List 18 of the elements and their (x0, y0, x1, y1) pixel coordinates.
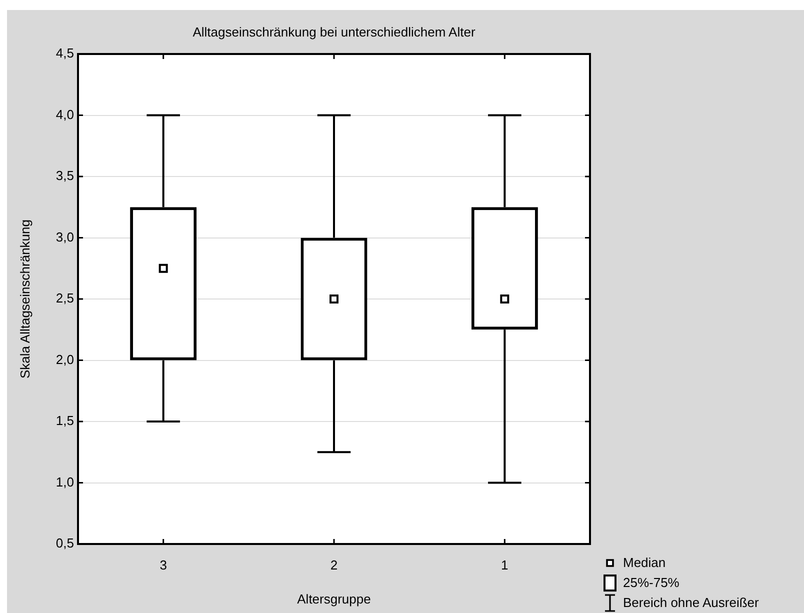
x-tick-label: 1 (501, 557, 508, 572)
y-tick-label: 4,5 (56, 46, 74, 61)
x-tick-label: 3 (160, 557, 167, 572)
y-axis-title: Skala Alltagseinschränkung (18, 220, 33, 378)
x-axis-title: Altersgruppe (297, 592, 371, 607)
y-tick-label: 3,5 (56, 168, 74, 184)
text: Bereich ohne Ausreißer (623, 594, 759, 612)
text: Median (623, 554, 666, 572)
y-tick-label: 4,0 (56, 106, 74, 122)
x-tick-label: 2 (330, 557, 338, 572)
y-tick-label: 2,0 (56, 352, 74, 367)
y-tick-label: 3,0 (56, 229, 74, 244)
y-tick-label: 1,0 (56, 474, 74, 490)
y-tick-label: 1,5 (56, 413, 74, 428)
text: 25%-75% (623, 574, 680, 592)
chart-title: Alltagseinschränkung bei unterschiedlichem Alter (192, 24, 476, 40)
y-tick-label: 2,5 (56, 290, 74, 306)
y-tick-label: 0,5 (56, 536, 74, 551)
